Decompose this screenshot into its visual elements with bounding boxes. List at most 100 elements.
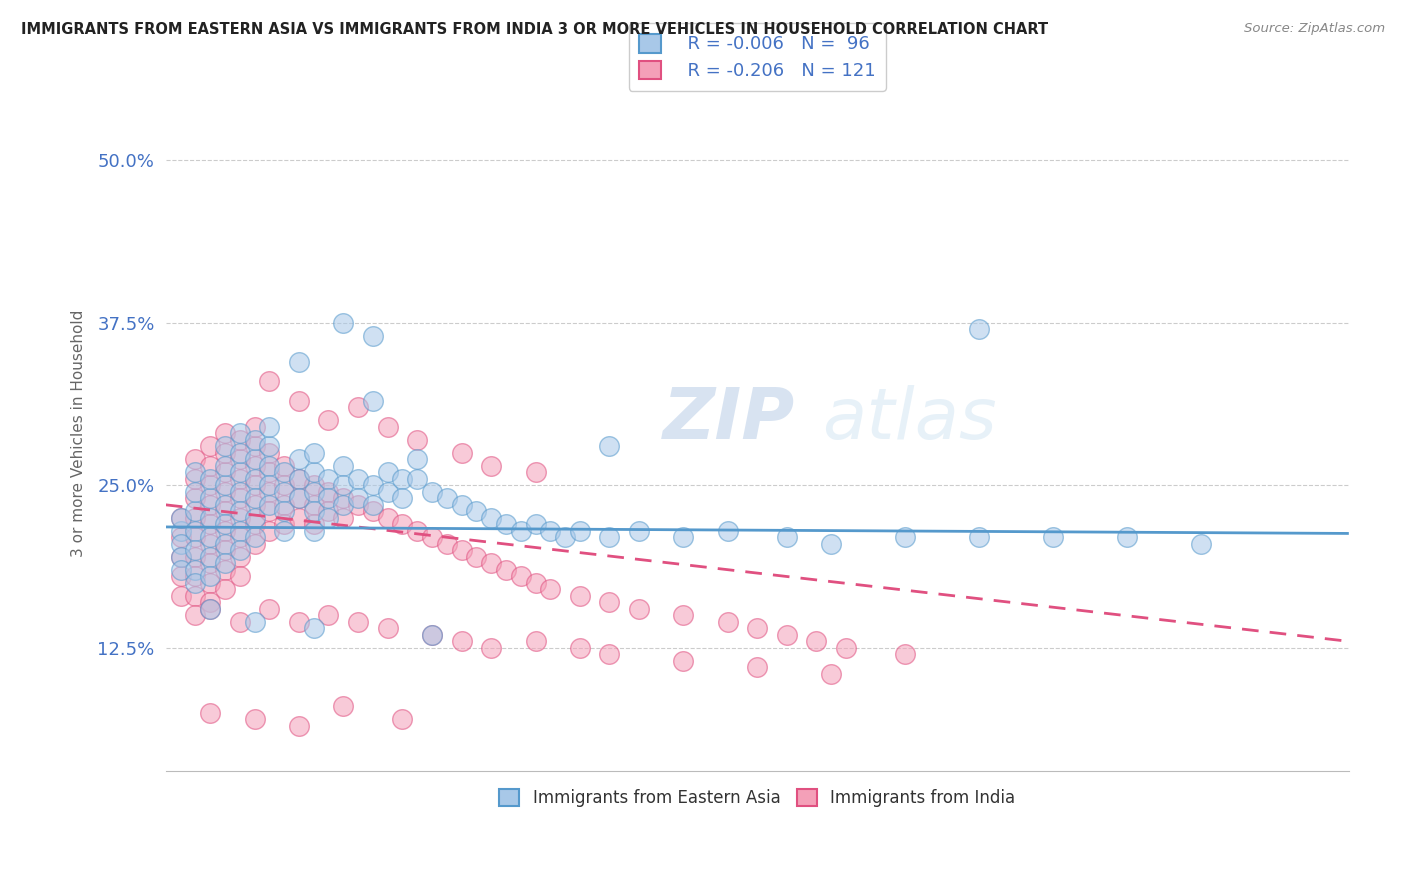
Point	[169, 524, 191, 538]
Point	[347, 498, 370, 512]
Point	[495, 563, 517, 577]
Point	[273, 498, 295, 512]
Point	[628, 602, 651, 616]
Point	[361, 393, 384, 408]
Point	[214, 458, 236, 473]
Point	[288, 452, 311, 467]
Point	[229, 426, 252, 441]
Point	[288, 472, 311, 486]
Point	[332, 498, 354, 512]
Point	[200, 595, 222, 609]
Point	[406, 433, 429, 447]
Point	[479, 458, 502, 473]
Point	[200, 557, 222, 571]
Point	[214, 537, 236, 551]
Point	[820, 537, 842, 551]
Point	[717, 524, 740, 538]
Point	[318, 484, 340, 499]
Point	[302, 446, 325, 460]
Point	[214, 582, 236, 597]
Point	[259, 374, 281, 388]
Point	[672, 608, 695, 623]
Point	[450, 446, 472, 460]
Point	[273, 466, 295, 480]
Point	[184, 452, 207, 467]
Point	[538, 524, 561, 538]
Point	[391, 491, 413, 506]
Point	[318, 504, 340, 518]
Point	[894, 648, 917, 662]
Point	[273, 517, 295, 532]
Point	[229, 433, 252, 447]
Point	[184, 484, 207, 499]
Point	[200, 575, 222, 590]
Point	[200, 706, 222, 720]
Point	[200, 472, 222, 486]
Point	[229, 569, 252, 583]
Point	[450, 543, 472, 558]
Point	[318, 511, 340, 525]
Point	[184, 511, 207, 525]
Point	[184, 589, 207, 603]
Text: ZIP: ZIP	[662, 385, 794, 454]
Point	[229, 524, 252, 538]
Point	[332, 458, 354, 473]
Point	[259, 420, 281, 434]
Point	[214, 498, 236, 512]
Point	[184, 491, 207, 506]
Point	[509, 569, 531, 583]
Legend: Immigrants from Eastern Asia, Immigrants from India: Immigrants from Eastern Asia, Immigrants…	[492, 782, 1022, 814]
Point	[214, 524, 236, 538]
Point	[259, 439, 281, 453]
Point	[243, 517, 266, 532]
Point	[200, 458, 222, 473]
Point	[835, 640, 858, 655]
Point	[568, 640, 591, 655]
Point	[169, 530, 191, 544]
Point	[420, 530, 443, 544]
Point	[184, 543, 207, 558]
Point	[243, 537, 266, 551]
Point	[200, 511, 222, 525]
Point	[229, 543, 252, 558]
Point	[479, 557, 502, 571]
Point	[495, 517, 517, 532]
Point	[169, 511, 191, 525]
Point	[184, 466, 207, 480]
Point	[200, 602, 222, 616]
Point	[200, 517, 222, 532]
Text: atlas: atlas	[823, 385, 997, 454]
Point	[288, 472, 311, 486]
Point	[229, 472, 252, 486]
Point	[184, 608, 207, 623]
Point	[1189, 537, 1212, 551]
Point	[184, 563, 207, 577]
Point	[538, 582, 561, 597]
Point	[229, 615, 252, 629]
Point	[259, 498, 281, 512]
Point	[568, 524, 591, 538]
Point	[524, 517, 547, 532]
Point	[214, 466, 236, 480]
Point	[288, 355, 311, 369]
Point	[259, 446, 281, 460]
Point	[302, 524, 325, 538]
Point	[243, 452, 266, 467]
Point	[214, 563, 236, 577]
Point	[747, 660, 769, 674]
Point	[554, 530, 576, 544]
Point	[243, 491, 266, 506]
Point	[672, 654, 695, 668]
Point	[302, 621, 325, 635]
Point	[200, 478, 222, 492]
Point	[967, 530, 990, 544]
Point	[200, 602, 222, 616]
Point	[1042, 530, 1064, 544]
Point	[361, 498, 384, 512]
Point	[479, 640, 502, 655]
Point	[361, 328, 384, 343]
Point	[1116, 530, 1139, 544]
Point	[229, 446, 252, 460]
Point	[717, 615, 740, 629]
Point	[747, 621, 769, 635]
